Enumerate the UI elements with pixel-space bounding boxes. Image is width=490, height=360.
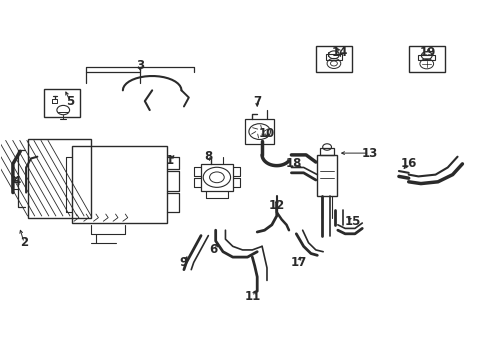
- Bar: [27, 139, 91, 218]
- Bar: [245, 119, 274, 144]
- Bar: [201, 164, 233, 191]
- Text: 9: 9: [180, 256, 188, 269]
- Bar: [316, 45, 352, 72]
- Bar: [418, 55, 435, 60]
- Text: 14: 14: [332, 46, 348, 59]
- Text: 3: 3: [136, 59, 144, 72]
- Text: 2: 2: [20, 236, 28, 249]
- Text: 4: 4: [12, 175, 21, 188]
- Text: 12: 12: [269, 199, 285, 212]
- Text: 11: 11: [244, 290, 261, 303]
- Text: 19: 19: [420, 46, 437, 59]
- Text: 8: 8: [204, 150, 213, 163]
- Text: 7: 7: [253, 95, 261, 108]
- Text: 6: 6: [209, 243, 218, 256]
- Bar: [44, 89, 80, 117]
- Text: 16: 16: [400, 157, 417, 170]
- Bar: [72, 146, 167, 223]
- Bar: [409, 45, 445, 72]
- Text: 13: 13: [362, 147, 378, 159]
- Bar: [326, 54, 342, 60]
- Text: 17: 17: [291, 256, 307, 269]
- Bar: [320, 148, 334, 155]
- Bar: [318, 155, 337, 196]
- Text: 10: 10: [259, 127, 275, 140]
- Text: 18: 18: [286, 157, 302, 170]
- Text: 5: 5: [66, 95, 74, 108]
- Text: 15: 15: [344, 215, 361, 228]
- Text: 1: 1: [165, 154, 173, 167]
